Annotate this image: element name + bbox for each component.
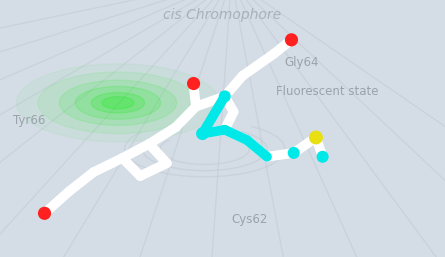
Text: Fluorescent state: Fluorescent state	[276, 85, 378, 98]
Point	[319, 155, 326, 159]
Point	[190, 81, 197, 86]
Text: Cys62: Cys62	[231, 213, 268, 226]
Ellipse shape	[91, 93, 145, 113]
Text: Tyr66: Tyr66	[13, 114, 46, 127]
Ellipse shape	[38, 72, 198, 134]
Point	[312, 135, 320, 140]
Point	[221, 94, 228, 98]
Ellipse shape	[102, 97, 134, 109]
Point	[41, 211, 48, 215]
Point	[199, 132, 206, 136]
Ellipse shape	[75, 86, 161, 119]
Text: cis Chromophore: cis Chromophore	[163, 8, 282, 22]
Ellipse shape	[59, 80, 177, 125]
Point	[288, 38, 295, 42]
Text: Gly64: Gly64	[285, 57, 320, 69]
Point	[290, 151, 297, 155]
